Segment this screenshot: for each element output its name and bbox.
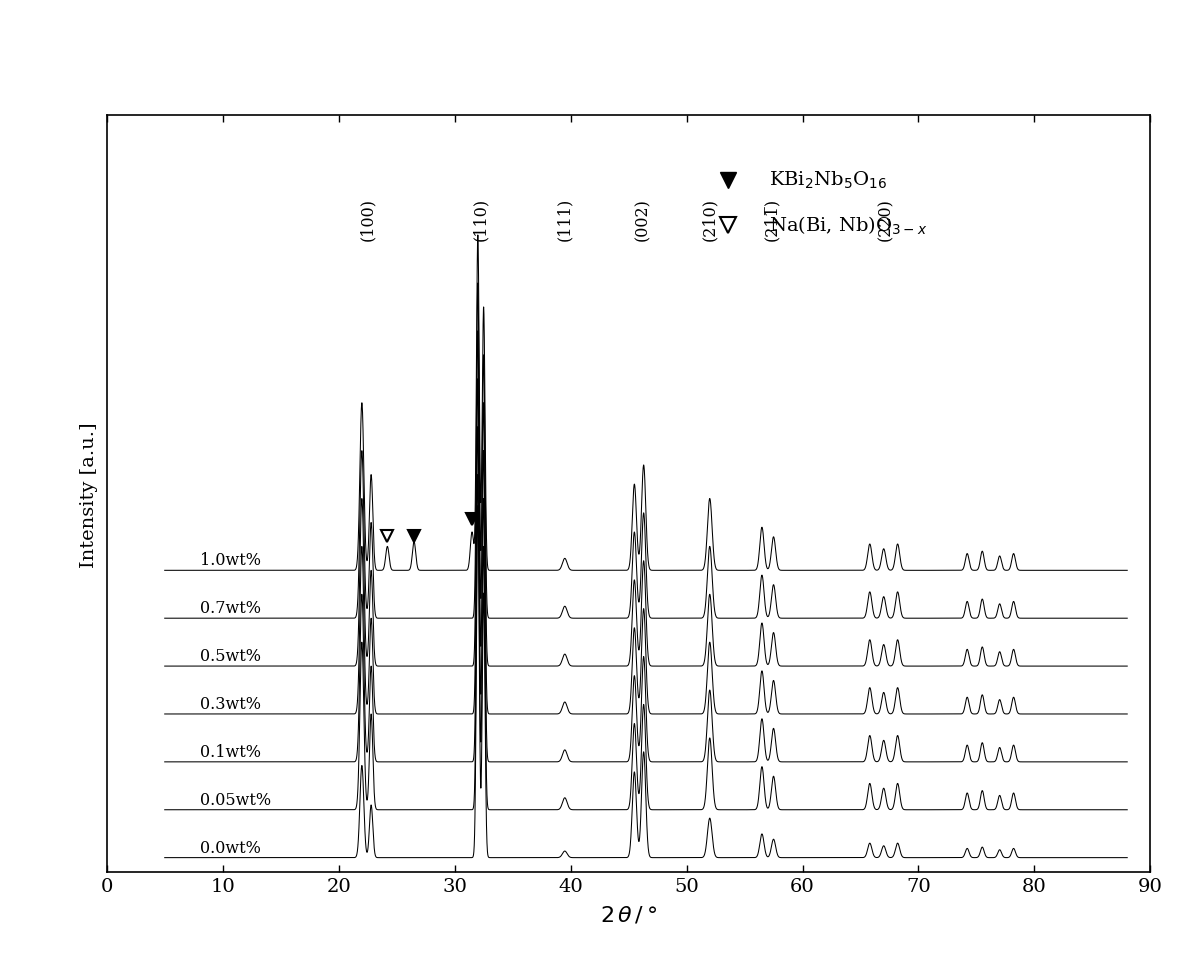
- Text: (220): (220): [878, 198, 894, 240]
- Text: (211̅): (211̅): [763, 198, 779, 240]
- Text: 0.0wt%: 0.0wt%: [199, 839, 261, 856]
- Text: (100): (100): [359, 198, 376, 240]
- Text: 0.05wt%: 0.05wt%: [199, 791, 270, 808]
- Text: (110): (110): [472, 198, 489, 240]
- X-axis label: $2\,\theta\,/\,°$: $2\,\theta\,/\,°$: [600, 903, 657, 925]
- Text: Na(Bi, Nb)O$_{3-x}$: Na(Bi, Nb)O$_{3-x}$: [770, 215, 927, 237]
- Y-axis label: Intensity [a.u.]: Intensity [a.u.]: [81, 422, 98, 567]
- Text: (210): (210): [701, 198, 719, 240]
- Text: 0.1wt%: 0.1wt%: [199, 743, 261, 760]
- Text: (111): (111): [556, 198, 573, 241]
- Text: 0.5wt%: 0.5wt%: [199, 647, 261, 665]
- Text: 0.7wt%: 0.7wt%: [199, 600, 261, 616]
- Text: 1.0wt%: 1.0wt%: [199, 551, 261, 569]
- Text: 0.3wt%: 0.3wt%: [199, 696, 261, 712]
- Text: KBi$_2$Nb$_5$O$_{16}$: KBi$_2$Nb$_5$O$_{16}$: [770, 170, 887, 191]
- Text: (002): (002): [635, 198, 651, 240]
